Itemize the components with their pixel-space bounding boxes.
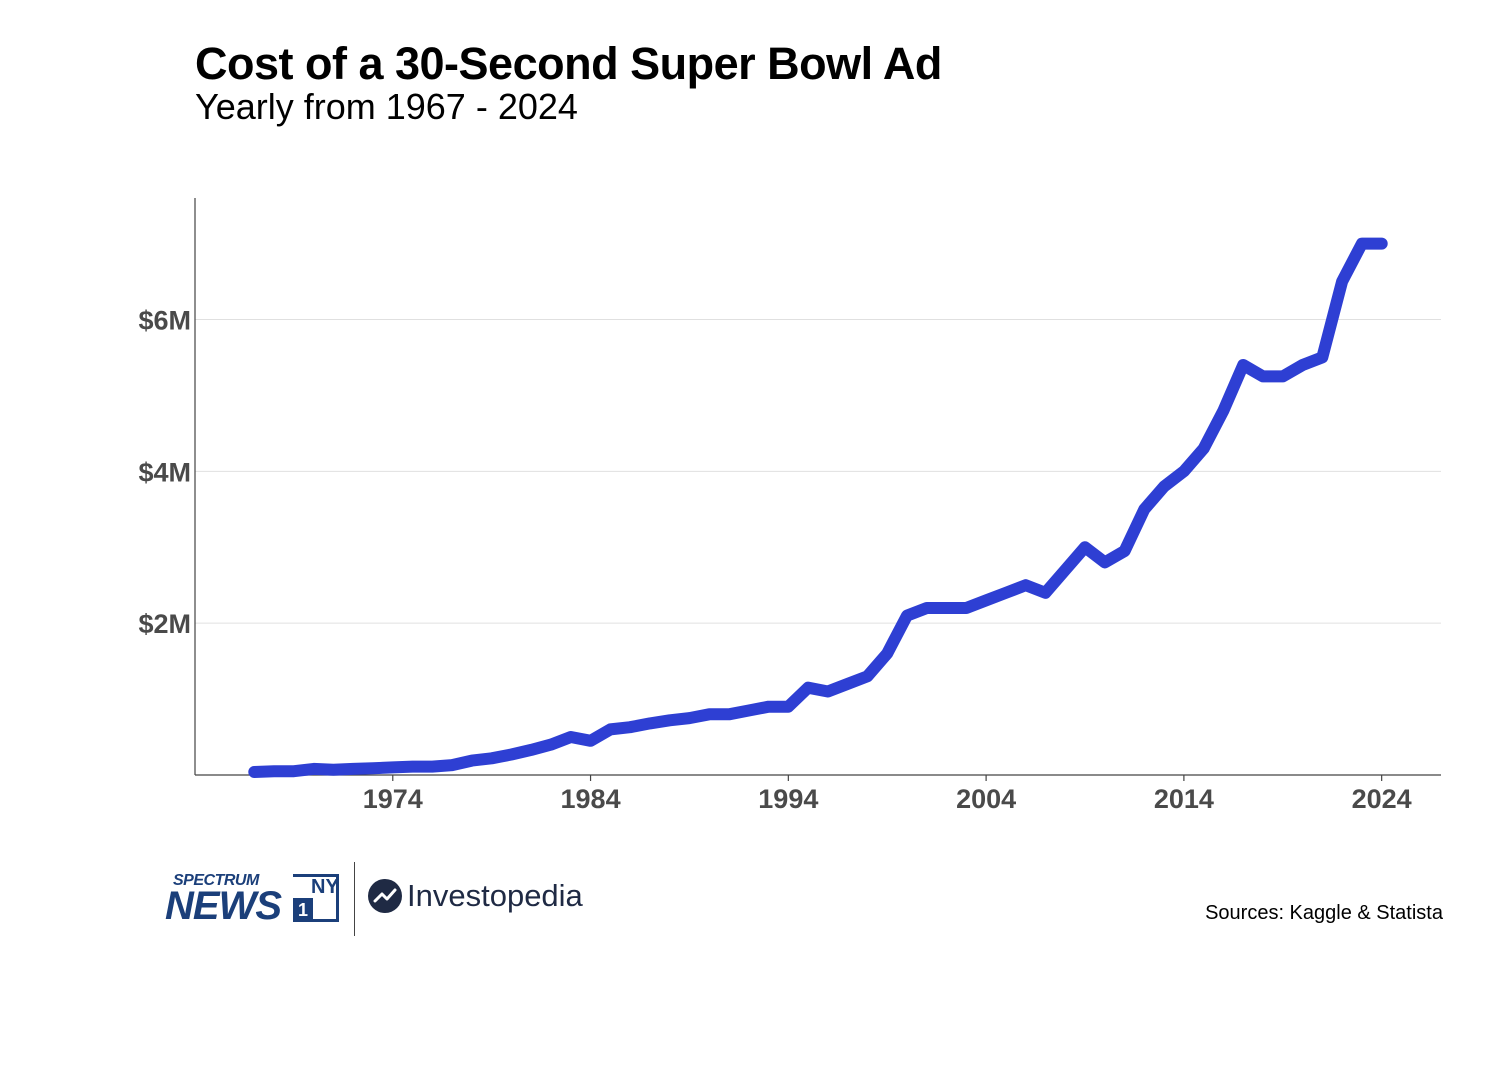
y-tick-label: $2M [138,609,191,639]
gridlines [195,318,1441,624]
x-tick-label: 1984 [561,784,621,814]
chart-subtitle: Yearly from 1967 - 2024 [195,86,578,127]
x-tick-label: 2004 [956,784,1016,814]
sources-note: Sources: Kaggle & Statista [1205,902,1443,924]
x-tick-label: 1974 [363,784,423,814]
investopedia-icon [368,879,402,913]
axes [194,198,1441,781]
x-tick-label: 1994 [758,784,818,814]
series-layer [248,237,1388,778]
logo-strip: SPECTRUM NEWS NY 1 Investopedia [165,862,605,938]
series-line-0 [248,237,1388,778]
ny1-logo-ny: NY [311,876,339,898]
y-tick-label: $6M [138,305,191,335]
x-tick-label: 2014 [1154,784,1214,814]
spectrum-logo-main: NEWS [165,884,282,928]
logo-divider [354,862,355,936]
spectrum-logo-top: SPECTRUM [173,872,259,889]
ny1-logo-one: 1 [293,898,313,922]
chart-title: Cost of a 30-Second Super Bowl Ad [195,38,942,89]
y-tick-label: $4M [138,457,191,487]
x-tick-label: 2024 [1352,784,1412,814]
tick-labels: $2M $4M $6M 1974 1984 1994 2004 2014 2024 [138,305,1411,814]
investopedia-logo: Investopedia [407,878,583,913]
ny1-frame [293,874,339,922]
ny1-logo: NY 1 [293,874,339,922]
